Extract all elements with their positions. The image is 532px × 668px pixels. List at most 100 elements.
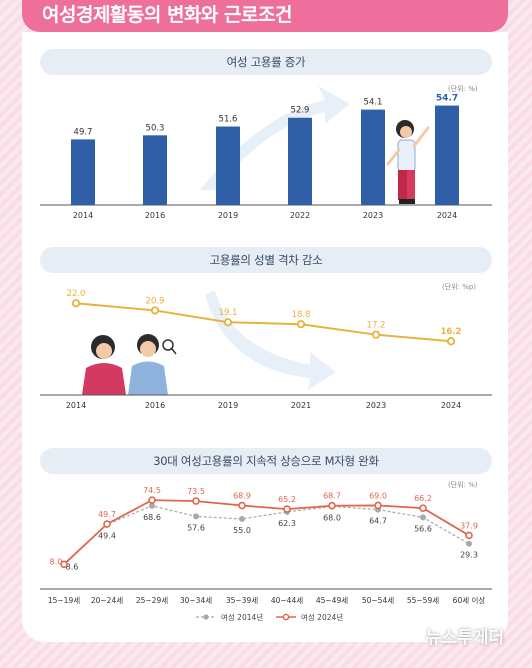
x-tick-label: 55~59세: [407, 596, 439, 605]
data-label-2024: 73.5: [187, 487, 205, 496]
data-label: 18.8: [292, 310, 311, 320]
data-label: 19.1: [219, 308, 238, 318]
data-label: 54.7: [436, 94, 458, 104]
legend-label-2024: 여성 2024년: [301, 612, 343, 622]
data-label-2014: 49.4: [98, 531, 116, 540]
woman-pointing-illustration: [386, 120, 430, 204]
x-tick-label: 2016: [145, 211, 165, 220]
bar: [361, 109, 385, 205]
series-line: [75, 302, 452, 343]
chart2-unit: (단위: %p): [442, 283, 477, 291]
x-tick-label: 2014: [66, 401, 86, 410]
data-label-2024: 66.2: [414, 494, 432, 503]
data-point-2024: [103, 520, 111, 528]
x-tick-label: 2024: [441, 401, 461, 410]
data-label-2024: 65.2: [278, 495, 296, 504]
x-tick-label: 2023: [366, 401, 386, 410]
chart3-title: 30대 여성고용률의 지속적 상승으로 M자형 완화: [40, 448, 492, 474]
data-point-2024: [419, 504, 427, 512]
bar: [71, 139, 95, 205]
page-title: 여성경제활동의 변화와 근로조건: [42, 4, 292, 26]
data-label-2014: 8.6: [66, 563, 79, 572]
bar: [435, 105, 459, 205]
header-banner: 여성경제활동의 변화와 근로조건: [22, 0, 508, 32]
data-label-2024: 8.0: [50, 557, 63, 566]
chart1-unit: (단위: %): [448, 85, 478, 93]
data-label: 52.9: [291, 106, 310, 116]
data-label-2024: 74.5: [143, 486, 161, 495]
data-label: 49.7: [74, 127, 93, 137]
x-tick-label: 2021: [291, 401, 311, 410]
data-label-2014: 68.0: [323, 513, 341, 522]
series-line-2024: [63, 499, 470, 565]
data-point: [371, 330, 381, 339]
data-point: [296, 320, 306, 329]
bar: [288, 117, 312, 205]
data-point: [71, 299, 81, 308]
watermark-text: 뉴스투게더: [425, 628, 504, 648]
data-label: 20.9: [146, 296, 165, 306]
data-label-2024: 68.7: [323, 492, 341, 501]
x-tick-label: 40~44세: [271, 596, 303, 605]
data-label-2014: 56.6: [414, 524, 432, 533]
series-line-2014: [63, 505, 470, 565]
x-tick-label: 20~24세: [91, 596, 123, 605]
x-tick-label: 15~19세: [48, 596, 80, 605]
bar: [143, 135, 167, 205]
x-tick-label: 2019: [218, 401, 238, 410]
data-point-2024: [374, 501, 382, 510]
data-label-2014: 62.3: [278, 519, 296, 528]
chart-age-employment: 8.6 49.4 68.6 57.6 55.0 62.3 68.0 64.7 56.6 29.3 8…: [40, 486, 492, 622]
decor-arrow-down: [205, 290, 336, 390]
chart3-unit: (단위: %): [448, 481, 478, 489]
data-label-2014: 64.7: [369, 517, 387, 526]
legend-marker-2014: [203, 614, 209, 620]
chart2-title: 고용률의 성별 격차 감소: [40, 247, 492, 273]
legend-label-2014: 여성 2014년: [221, 612, 263, 622]
data-point-2024: [192, 497, 200, 505]
x-tick-label: 2023: [363, 211, 383, 220]
data-label-2024: 68.9: [233, 492, 251, 501]
bar: [216, 126, 240, 205]
data-point-2024: [283, 505, 291, 513]
x-tick-label: 2024: [437, 211, 457, 220]
chart-employment-rate: 49.7 2014 50.3 2016 51.6 2019 52.9 2022 54.1 2023…: [40, 94, 492, 220]
x-tick-label: 60세 이상: [453, 595, 486, 605]
data-label-2024: 69.0: [369, 491, 387, 500]
x-tick-label: 2019: [218, 211, 238, 220]
data-label-2024: 49.7: [98, 510, 116, 519]
data-label: 50.3: [146, 123, 165, 133]
data-point-2024: [60, 560, 68, 569]
x-tick-label: 30~34세: [180, 596, 212, 605]
data-point-2024: [328, 501, 336, 510]
x-tick-label: 25~29세: [136, 596, 168, 605]
data-point-2024: [465, 531, 473, 540]
data-label: 16.2: [441, 327, 462, 337]
people-illustration: [82, 334, 177, 395]
data-point-2024: [148, 496, 156, 504]
x-tick-label: 2016: [145, 401, 165, 410]
data-label: 51.6: [219, 115, 238, 125]
data-label-2014: 55.0: [233, 526, 251, 535]
x-tick-label: 2022: [290, 211, 310, 220]
data-label: 22.0: [67, 289, 86, 299]
x-tick-label: 35~39세: [226, 596, 258, 605]
data-point-2014: [239, 515, 245, 522]
x-tick-label: 50~54세: [362, 596, 394, 605]
data-point: [223, 318, 233, 327]
data-point-2014: [466, 540, 472, 547]
data-label-2014: 29.3: [460, 551, 478, 560]
data-label: 54.1: [364, 98, 383, 108]
data-point: [150, 306, 160, 315]
data-point-2024: [238, 501, 246, 510]
data-point-2014: [193, 513, 199, 520]
data-label-2014: 57.6: [187, 523, 205, 532]
x-tick-label: 45~49세: [316, 596, 348, 605]
data-label-2014: 68.6: [143, 513, 161, 522]
legend-marker-2024: [282, 613, 290, 621]
data-label: 17.2: [367, 321, 386, 331]
chart-gender-gap: 22.0 2014 20.9 2016 19.1 2019 18.8 2021 17.2 2023…: [40, 289, 492, 410]
data-point-2014: [420, 514, 426, 521]
chart1-title: 여성 고용률 증가: [40, 49, 492, 75]
